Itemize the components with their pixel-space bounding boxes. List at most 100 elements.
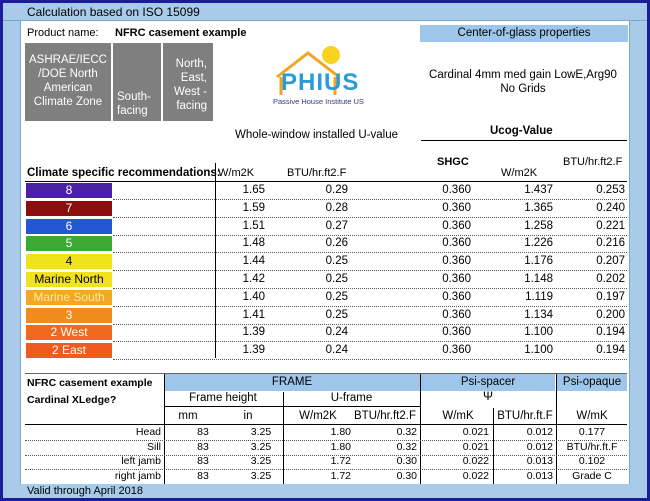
zone-ucog: 1.148	[524, 273, 553, 285]
zone-btu-value: 0.26	[325, 237, 348, 250]
climate-zone-box: ASHRAE/IECC /DOE North American Climate …	[25, 43, 111, 121]
zone-swatch: 5	[26, 236, 112, 252]
zone-swatch: 2 East	[26, 343, 112, 359]
psi-spacer-header: Psi-spacer	[421, 374, 555, 391]
frame-in: 3.25	[250, 455, 272, 467]
right-margin	[629, 21, 647, 484]
frame-in: 3.25	[250, 426, 272, 438]
zone-ucog-btu: 0.194	[596, 326, 625, 339]
zone-shgc: 0.360	[442, 219, 471, 232]
north-east-west-box: North, East, West - facing	[163, 43, 213, 121]
u-frame-btu: 0.30	[396, 455, 417, 467]
zone-shgc: 0.360	[442, 273, 471, 285]
zone-swatch: 3	[26, 307, 112, 323]
unit-label: in	[243, 410, 253, 422]
zone-swatch: 2 West	[26, 325, 112, 341]
zone-btu-value: 0.25	[325, 308, 348, 321]
psi-opaque-header: Psi-opaque	[557, 374, 627, 391]
phius-logo: PHIUS Passive House Institute US	[273, 43, 364, 115]
frame-row-name: left jamb	[121, 455, 161, 467]
glass-type: Cardinal 4mm med gain LowE,Arg90	[429, 69, 617, 81]
zone-ucog: 1.258	[524, 219, 553, 232]
psi-spacer-value: 0.022	[462, 469, 489, 482]
u-frame-value: 1.72	[330, 455, 351, 467]
zone-btu-value: 0.28	[325, 201, 348, 214]
zone-swatch: 6	[26, 218, 112, 234]
zone-u-value: 1.59	[242, 201, 265, 214]
left-margin	[3, 21, 21, 484]
psi-spacer-value: 0.022	[462, 455, 489, 467]
zone-u-value: 1.65	[242, 184, 265, 196]
zone-ucog: 1.134	[524, 308, 553, 321]
psi-spacer-btu: 0.012	[526, 426, 553, 438]
zone-ucog: 1.100	[524, 344, 553, 357]
zone-shgc: 0.360	[442, 237, 471, 250]
zone-u-value: 1.41	[242, 308, 265, 321]
zone-shgc: 0.360	[442, 184, 471, 196]
zone-shgc: 0.360	[442, 290, 471, 303]
zone-ucog: 1.119	[525, 290, 553, 303]
zone-u-value: 1.51	[242, 219, 265, 232]
zone-ucog-btu: 0.216	[596, 237, 625, 250]
u-frame-btu: 0.32	[396, 426, 417, 438]
frame-mm: 83	[197, 426, 209, 438]
zone-ucog-btu: 0.207	[596, 255, 625, 268]
cog-header: Center-of-glass properties	[420, 25, 628, 42]
frame-mm: 83	[197, 469, 209, 482]
frame-row-name: Sill	[146, 440, 161, 453]
footer-bar: Valid through April 2018	[3, 484, 647, 498]
south-facing-box: South-facing	[113, 43, 161, 121]
zone-ucog-btu: 0.197	[596, 290, 625, 303]
zone-shgc: 0.360	[442, 326, 471, 339]
zone-u-value: 1.39	[242, 344, 265, 357]
zone-ucog-btu: 0.253	[596, 184, 625, 196]
frame-mm: 83	[197, 455, 209, 467]
psi-opaque-value: BTU/hr.ft.F	[566, 440, 618, 453]
zone-ucog-btu: 0.200	[596, 308, 625, 321]
zone-btu-value: 0.24	[325, 326, 348, 339]
zone-swatch: 8	[26, 183, 112, 198]
zone-u-value: 1.48	[242, 237, 265, 250]
unit-label: mm	[178, 410, 198, 422]
psi-spacer-btu: 0.012	[526, 440, 553, 453]
zone-swatch: 4	[26, 254, 112, 270]
psi-spacer-btu: 0.013	[526, 469, 553, 482]
frame-in: 3.25	[250, 440, 272, 453]
psi-opaque-value: 0.177	[578, 426, 606, 438]
frame-mm: 83	[197, 440, 209, 453]
zone-shgc: 0.360	[442, 344, 471, 357]
zone-swatch: 7	[26, 200, 112, 216]
zone-swatch: Marine South	[26, 289, 112, 305]
zone-u-value: 1.44	[242, 255, 265, 268]
zone-ucog-btu: 0.194	[596, 344, 625, 357]
zone-btu-value: 0.24	[325, 344, 348, 357]
psi-opaque-value: Grade C	[572, 469, 612, 482]
ucog-label: Ucog-Value	[490, 125, 553, 137]
zone-btu-value: 0.25	[325, 273, 348, 285]
unit-label: BTU/hr.ft.F	[497, 410, 553, 422]
product-label: Product name:	[27, 27, 99, 39]
zone-swatch: Marine North	[26, 272, 112, 287]
zone-btu-value: 0.25	[325, 255, 348, 268]
frame-row-name: Head	[135, 426, 161, 438]
zone-ucog: 1.226	[524, 237, 553, 250]
title-bar: Calculation based on ISO 15099	[3, 3, 647, 21]
zone-u-value: 1.40	[242, 290, 265, 303]
frame-row-name: right jamb	[114, 469, 161, 482]
zone-shgc: 0.360	[442, 201, 471, 214]
unit-label: W/mK	[442, 410, 474, 422]
u-frame-btu: 0.30	[396, 469, 417, 482]
zone-btu-value: 0.27	[325, 219, 348, 232]
zone-btu-value: 0.25	[325, 290, 348, 303]
zone-ucog-btu: 0.221	[596, 219, 625, 232]
u-frame-btu: 0.32	[396, 440, 417, 453]
u-frame-value: 1.72	[330, 469, 351, 482]
zone-ucog-btu: 0.202	[596, 273, 625, 285]
psi-spacer-value: 0.021	[462, 440, 489, 453]
unit-label: W/m2K	[299, 410, 337, 422]
zone-ucog: 1.100	[524, 326, 553, 339]
psi-spacer-value: 0.021	[462, 426, 489, 438]
u-frame-value: 1.80	[330, 426, 351, 438]
psi-spacer-btu: 0.013	[526, 455, 553, 467]
